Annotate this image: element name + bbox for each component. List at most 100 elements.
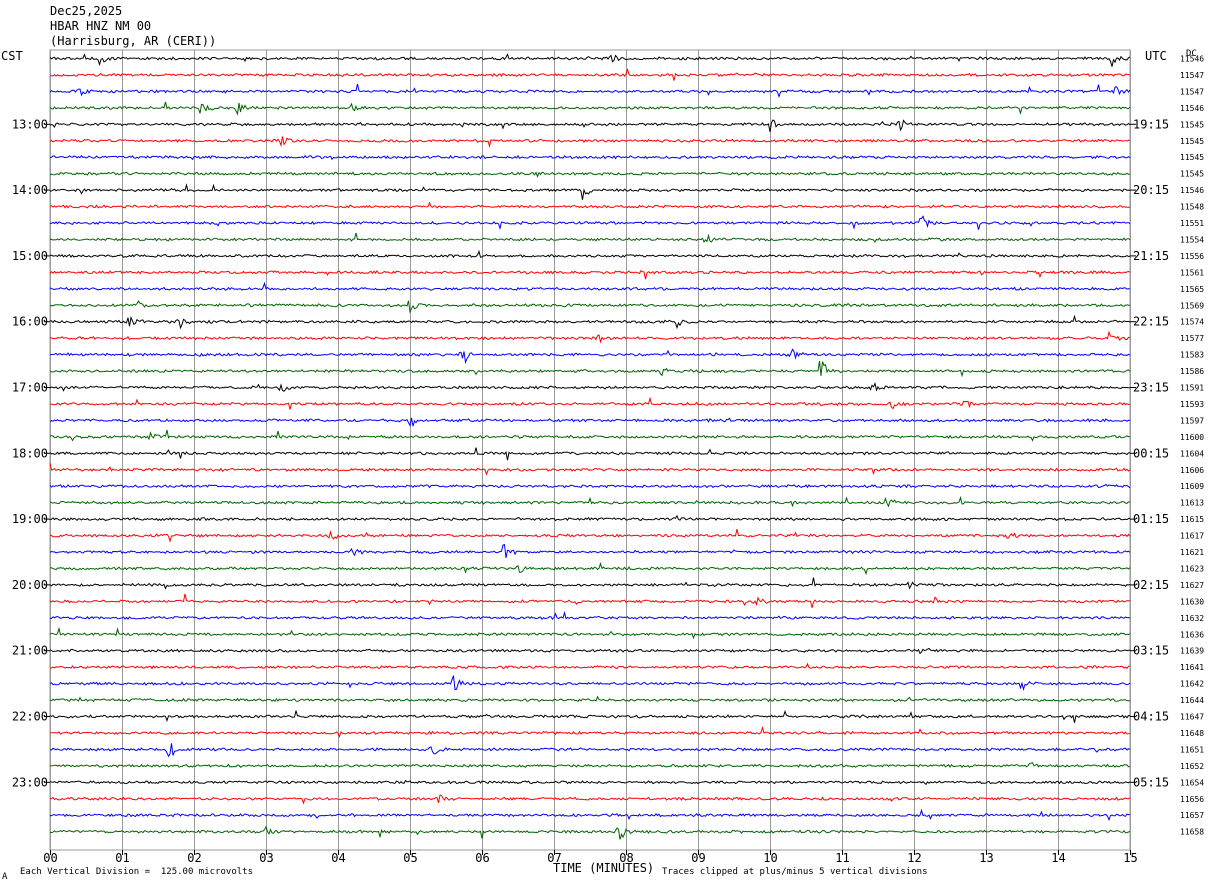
trace-line xyxy=(49,710,1131,723)
trace-line xyxy=(49,626,1131,640)
trace-line xyxy=(50,67,1131,81)
dc-value: 11604 xyxy=(1180,449,1204,458)
trace-line xyxy=(49,300,1131,314)
dc-value: 11577 xyxy=(1180,334,1204,343)
trace-line xyxy=(49,808,1131,822)
trace-line xyxy=(49,381,1131,392)
clip-note: Traces clipped at plus/minus 5 vertical … xyxy=(662,867,928,877)
dc-value: 11551 xyxy=(1180,219,1204,228)
trace-line xyxy=(49,825,1131,840)
dc-value: 11652 xyxy=(1180,762,1204,771)
dc-value: 11593 xyxy=(1180,400,1204,409)
dc-value: 11651 xyxy=(1180,745,1204,754)
hour-label-left: 22:00 xyxy=(12,710,48,724)
dc-value: 11546 xyxy=(1180,186,1204,195)
dc-value: 11657 xyxy=(1180,811,1204,820)
dc-value: 11623 xyxy=(1180,564,1204,573)
dc-value: 11561 xyxy=(1180,268,1204,277)
right-timezone-label: UTC xyxy=(1145,49,1167,63)
trace-line xyxy=(49,779,1131,786)
scale-note: Each Vertical Division = 125.00 microvol… xyxy=(20,867,253,877)
header-date: Dec25,2025 xyxy=(50,4,123,18)
dc-value: 11565 xyxy=(1180,285,1204,294)
dc-value: 11613 xyxy=(1180,499,1204,508)
trace-line xyxy=(49,725,1131,738)
hour-label-left: 18:00 xyxy=(12,446,48,460)
hour-label-right: 04:15 xyxy=(1133,710,1169,724)
dc-value: 11654 xyxy=(1180,778,1204,787)
dc-value: 11545 xyxy=(1180,137,1204,146)
trace-line xyxy=(49,396,1131,410)
x-tick-label: 10 xyxy=(763,851,777,865)
trace-line xyxy=(49,154,1131,161)
trace-line xyxy=(49,483,1131,489)
dc-value: 11647 xyxy=(1180,713,1204,722)
corner-mark: A xyxy=(2,872,8,882)
trace-line xyxy=(49,743,1131,758)
x-tick-label: 11 xyxy=(835,851,849,865)
hour-label-left: 23:00 xyxy=(12,775,48,789)
dc-value: 11641 xyxy=(1180,663,1204,672)
trace-line xyxy=(49,183,1131,200)
hour-label-left: 17:00 xyxy=(12,381,48,395)
hour-label-right: 01:15 xyxy=(1133,512,1169,526)
trace-line xyxy=(49,794,1131,805)
x-tick-label: 08 xyxy=(619,851,633,865)
trace-line xyxy=(49,215,1131,231)
dc-value: 11632 xyxy=(1180,614,1204,623)
trace-line xyxy=(49,447,1131,461)
trace-line xyxy=(49,675,1131,692)
trace-line xyxy=(49,119,1131,132)
header-station: HBAR HNZ NM 00 xyxy=(50,19,152,33)
trace-line xyxy=(49,593,1131,608)
hour-label-left: 14:00 xyxy=(12,183,48,197)
trace-line xyxy=(49,577,1131,590)
seismic-traces xyxy=(49,53,1131,840)
hour-label-right: 23:15 xyxy=(1133,381,1169,395)
dc-value: 11648 xyxy=(1180,729,1204,738)
dc-value: 11627 xyxy=(1180,581,1204,590)
x-tick-label: 05 xyxy=(403,851,417,865)
hour-label-right: 20:15 xyxy=(1133,183,1169,197)
hour-label-right: 22:15 xyxy=(1133,315,1169,329)
hour-label-left: 20:00 xyxy=(12,578,48,592)
dc-value: 11642 xyxy=(1180,680,1204,689)
trace-line xyxy=(49,232,1131,244)
trace-line xyxy=(49,201,1131,209)
dc-value: 11546 xyxy=(1180,104,1204,113)
dc-value: 11545 xyxy=(1180,170,1204,179)
trace-line xyxy=(49,53,1131,67)
x-tick-label: 13 xyxy=(979,851,993,865)
dc-value: 11554 xyxy=(1180,235,1204,244)
x-tick-label: 03 xyxy=(259,851,273,865)
x-tick-label: 02 xyxy=(187,851,201,865)
trace-line xyxy=(49,136,1130,148)
hour-label-left: 13:00 xyxy=(12,117,48,131)
trace-line xyxy=(49,695,1131,703)
dc-value: 11569 xyxy=(1180,301,1204,310)
hour-label-right: 00:15 xyxy=(1133,446,1169,460)
trace-line xyxy=(49,269,1131,280)
x-tick-label: 01 xyxy=(115,851,129,865)
chart-labels: 00 01 02 03 04 05 06 07 08 09 10 11 12 13 14 15 11546 115… xyxy=(12,55,1204,866)
trace-line xyxy=(49,528,1131,543)
dc-column-label: DC xyxy=(1186,49,1197,59)
dc-value: 11583 xyxy=(1180,351,1204,360)
dc-value: 11656 xyxy=(1180,795,1204,804)
dc-value: 11556 xyxy=(1180,252,1204,261)
hour-label-right: 19:15 xyxy=(1133,117,1169,131)
trace-line xyxy=(49,543,1131,558)
x-tick-label: 00 xyxy=(43,851,57,865)
trace-line xyxy=(50,610,1131,621)
dc-value: 11639 xyxy=(1180,647,1204,656)
trace-line xyxy=(49,417,1131,427)
trace-line xyxy=(49,360,1131,378)
trace-line xyxy=(49,647,1130,655)
dc-value: 11636 xyxy=(1180,630,1204,639)
hour-label-right: 05:15 xyxy=(1133,775,1169,789)
dc-value: 11630 xyxy=(1180,597,1204,606)
dc-value: 11545 xyxy=(1180,120,1204,129)
dc-value: 11574 xyxy=(1180,318,1204,327)
trace-line xyxy=(49,330,1130,344)
